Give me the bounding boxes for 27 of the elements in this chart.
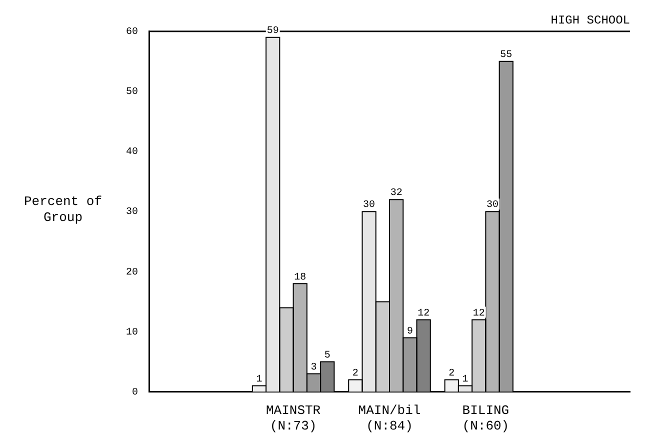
- y-tick-label: 0: [132, 387, 138, 398]
- data-label: 18: [294, 272, 306, 284]
- x-tick-label: MAINSTR (N:73): [266, 403, 321, 434]
- chart-title: HIGH SCHOOL: [550, 13, 630, 28]
- data-label: 3: [310, 362, 317, 374]
- y-tick-label: 40: [126, 147, 138, 158]
- data-label: 2: [352, 368, 358, 380]
- data-label: 12: [418, 308, 430, 320]
- data-label: 55: [500, 50, 512, 62]
- data-label: 12: [472, 308, 485, 320]
- data-label: 5: [324, 350, 330, 362]
- data-label: 2: [448, 368, 455, 380]
- data-label: 59: [266, 26, 279, 38]
- data-label: 32: [390, 188, 402, 200]
- data-label: 30: [486, 200, 499, 212]
- y-tick-label: 50: [126, 87, 138, 98]
- y-tick-label: 60: [126, 27, 138, 38]
- data-label: 9: [406, 326, 413, 338]
- y-axis-title: Percent of Group: [24, 194, 102, 226]
- y-tick-label: 20: [126, 267, 138, 278]
- data-label: 30: [363, 200, 376, 212]
- y-tick-label: 30: [126, 207, 138, 218]
- x-tick-label: BILING (N:60): [462, 403, 510, 434]
- data-label: 1: [462, 374, 468, 386]
- x-tick-label: MAIN/bil (N:84): [358, 403, 421, 434]
- y-tick-label: 10: [126, 327, 138, 338]
- data-label: 1: [256, 374, 262, 386]
